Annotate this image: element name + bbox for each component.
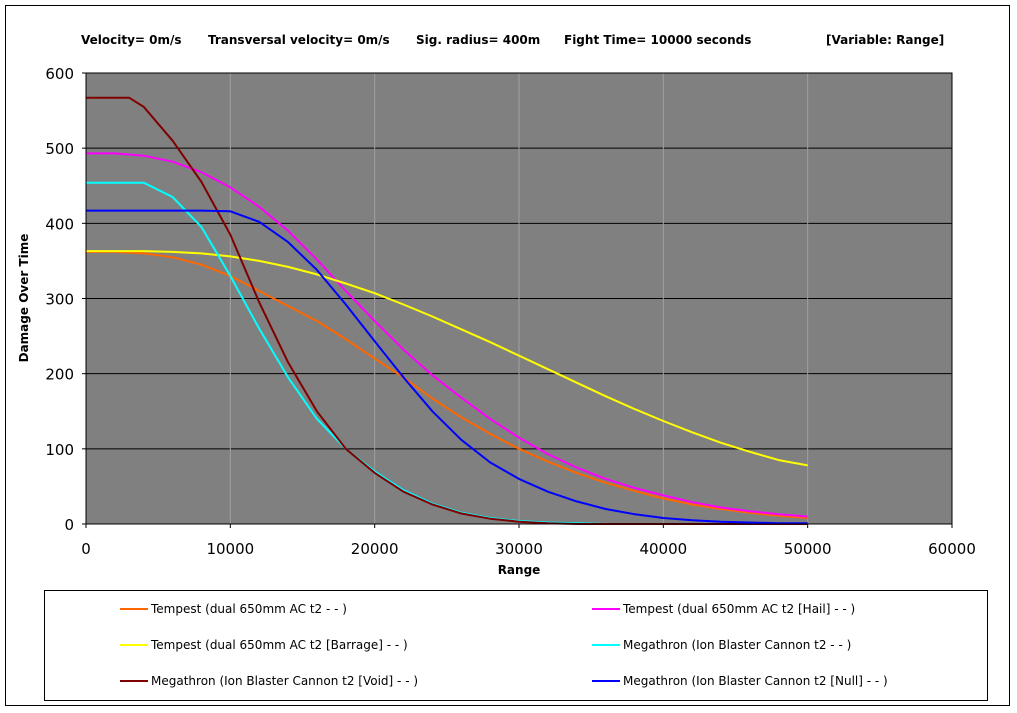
legend-swatch — [120, 644, 148, 646]
legend-swatch — [592, 644, 620, 646]
series-line-6 — [86, 209, 808, 525]
tick-labels: 0 100 200 300 400 500 600 0 10000 20000 30000 40000… — [45, 65, 976, 558]
legend-label: Megathron (Ion Blaster Cannon t2 [Void] … — [151, 674, 419, 688]
sig-radius-label: Sig. radius= 400m — [416, 33, 541, 47]
legend-item: Megathron (Ion Blaster Cannon t2 [Void] … — [120, 673, 418, 689]
y-tick-label: 100 — [45, 441, 74, 459]
legend-label: Tempest (dual 650mm AC t2 [Hail] - - ) — [623, 602, 856, 616]
x-tick-label: 60000 — [928, 540, 976, 558]
series-line-1 — [86, 250, 808, 519]
x-tick-label: 10000 — [206, 540, 254, 558]
y-tick-label: 600 — [45, 65, 74, 83]
x-tick-label: 20000 — [351, 540, 399, 558]
legend-swatch — [120, 680, 148, 682]
transversal-velocity-label: Transversal velocity= 0m/s — [208, 33, 390, 47]
chart-subtitle: Velocity= 0m/s Transversal velocity= 0m/… — [0, 33, 1017, 47]
legend-item: Megathron (Ion Blaster Cannon t2 - - ) — [592, 637, 851, 653]
fight-time-label: Fight Time= 10000 seconds — [564, 33, 752, 47]
legend-item: Tempest (dual 650mm AC t2 [Barrage] - - … — [120, 637, 408, 653]
series-line-2 — [86, 152, 808, 518]
legend-swatch — [592, 608, 620, 610]
legend-swatch — [120, 608, 148, 610]
y-tick-label: 0 — [64, 516, 74, 534]
legend-item: Tempest (dual 650mm AC t2 - - ) — [120, 601, 347, 617]
variable-label: [Variable: Range] — [826, 33, 945, 47]
legend-label: Tempest (dual 650mm AC t2 - - ) — [151, 602, 347, 616]
x-axis-title: Range — [498, 563, 541, 577]
legend-item: Tempest (dual 650mm AC t2 [Hail] - - ) — [592, 601, 855, 617]
series-line-3 — [86, 250, 808, 467]
x-tick-label: 30000 — [495, 540, 543, 558]
x-tick-label: 0 — [81, 540, 91, 558]
legend-swatch — [592, 680, 620, 682]
legend-label: Megathron (Ion Blaster Cannon t2 [Null] … — [623, 674, 888, 688]
x-tick-label: 40000 — [639, 540, 687, 558]
legend-label: Megathron (Ion Blaster Cannon t2 - - ) — [623, 638, 852, 652]
legend-item: Megathron (Ion Blaster Cannon t2 [Null] … — [592, 673, 888, 689]
y-tick-label: 500 — [45, 140, 74, 158]
grid-lines — [86, 73, 952, 524]
legend: Tempest (dual 650mm AC t2 - - ) Tempest (… — [44, 590, 988, 701]
y-tick-label: 200 — [45, 366, 74, 384]
legend-label: Tempest (dual 650mm AC t2 [Barrage] - - … — [151, 638, 408, 652]
y-axis-title: Damage Over Time — [17, 234, 31, 363]
y-tick-label: 300 — [45, 291, 74, 309]
y-tick-label: 400 — [45, 215, 74, 233]
velocity-label: Velocity= 0m/s — [81, 33, 182, 47]
x-tick-label: 50000 — [784, 540, 832, 558]
